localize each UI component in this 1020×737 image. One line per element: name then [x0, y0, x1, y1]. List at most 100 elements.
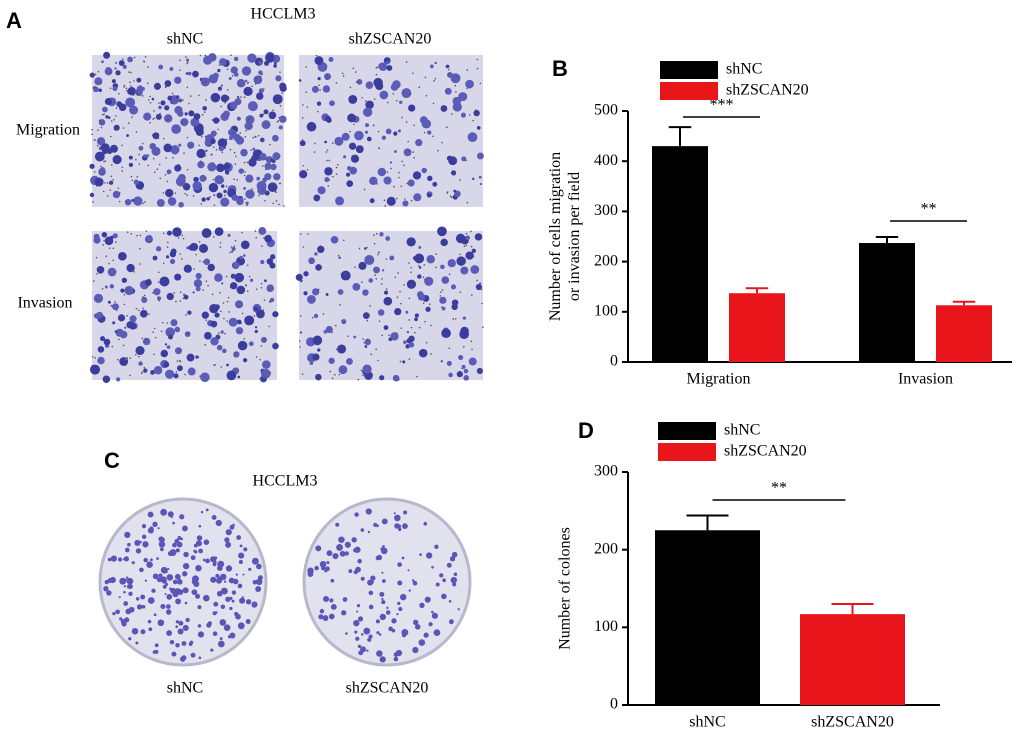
colony — [408, 589, 411, 592]
pore — [179, 59, 181, 62]
significance-label: ** — [921, 201, 937, 218]
pore — [390, 167, 392, 170]
colony — [439, 573, 444, 578]
colony — [339, 550, 346, 557]
colony — [165, 582, 169, 586]
cell — [168, 334, 173, 340]
pore — [180, 258, 183, 260]
colony — [140, 594, 146, 600]
pore — [140, 372, 143, 375]
colony — [237, 583, 243, 589]
pore — [326, 149, 329, 152]
cell — [385, 60, 390, 65]
colony — [143, 557, 148, 563]
colony — [152, 573, 159, 580]
cell — [313, 313, 319, 319]
cell — [393, 131, 398, 136]
cell — [186, 246, 190, 250]
pore — [212, 162, 214, 164]
cell — [346, 180, 354, 188]
colony — [251, 602, 255, 606]
pore — [441, 141, 443, 144]
pore — [118, 338, 120, 341]
legend-label: shZSCAN20 — [724, 443, 807, 460]
pore — [197, 356, 200, 359]
cell — [216, 163, 225, 173]
cell — [448, 91, 451, 94]
bar — [655, 530, 760, 705]
cell — [192, 70, 199, 78]
cell — [402, 360, 406, 364]
pore — [142, 202, 145, 205]
cell — [125, 97, 136, 108]
pore — [220, 105, 222, 108]
cell — [341, 132, 350, 141]
colony — [419, 553, 422, 556]
pore — [123, 84, 126, 87]
cell — [325, 325, 333, 334]
cell — [264, 162, 272, 170]
colony — [224, 537, 230, 543]
colony — [433, 629, 441, 636]
cell — [205, 149, 208, 152]
colony — [147, 511, 154, 518]
cell — [89, 192, 95, 198]
pore — [224, 143, 226, 145]
cell — [256, 309, 265, 319]
pore — [104, 160, 107, 162]
colony — [401, 633, 407, 638]
pore — [416, 375, 418, 378]
cell — [432, 181, 438, 187]
cell — [362, 364, 372, 374]
colony — [182, 525, 188, 532]
cell — [129, 315, 137, 323]
cell — [223, 95, 230, 101]
x-tick-label: Invasion — [898, 371, 953, 388]
colony — [141, 524, 147, 529]
pore — [136, 234, 138, 237]
cell — [440, 105, 448, 112]
cell — [235, 136, 245, 145]
pore — [366, 246, 368, 249]
pore — [145, 230, 148, 232]
pore — [325, 151, 328, 153]
colony — [229, 632, 236, 639]
cell — [183, 264, 192, 273]
colony — [235, 613, 241, 620]
pore — [198, 240, 201, 243]
cell — [182, 293, 186, 296]
cell — [340, 270, 351, 281]
cell — [160, 349, 169, 358]
cell — [406, 237, 416, 247]
cell — [101, 60, 104, 64]
pore — [363, 341, 366, 344]
cell — [220, 330, 224, 334]
pore — [141, 95, 144, 97]
pore — [413, 156, 415, 159]
pore — [363, 188, 366, 191]
cell — [413, 193, 422, 202]
cell — [262, 360, 271, 369]
pore — [143, 366, 146, 369]
cell — [295, 273, 303, 281]
pore — [476, 279, 478, 282]
pore — [403, 284, 405, 286]
pore — [93, 74, 95, 77]
pore — [347, 335, 349, 338]
pore — [424, 321, 426, 323]
pore — [375, 232, 378, 235]
pore — [462, 345, 465, 348]
colony — [252, 580, 258, 585]
pore — [298, 340, 301, 342]
cell — [414, 313, 419, 318]
colony — [335, 522, 340, 527]
colony — [397, 562, 402, 567]
cell — [93, 293, 104, 304]
colony — [118, 557, 123, 562]
pore — [414, 331, 416, 334]
cell — [104, 285, 108, 289]
pore — [459, 253, 461, 256]
pore — [373, 234, 375, 236]
cell — [237, 340, 248, 351]
pore — [408, 150, 410, 153]
